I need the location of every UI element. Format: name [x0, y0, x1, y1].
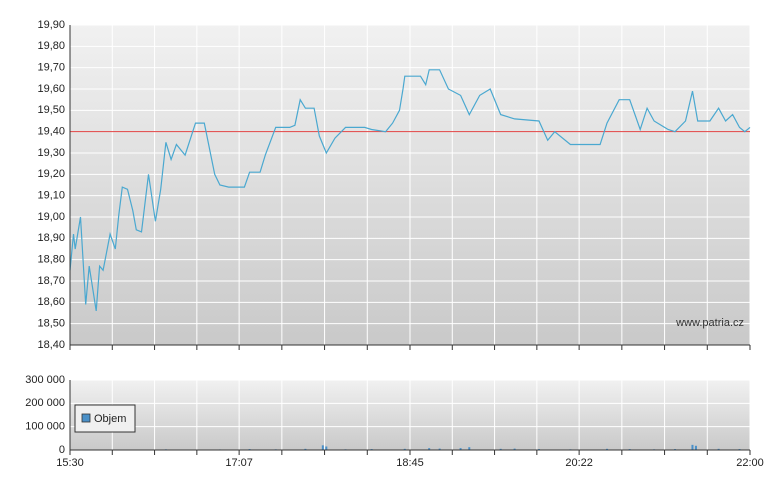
- y-tick-label: 19,10: [37, 190, 65, 202]
- x-tick-label: 15:30: [56, 457, 84, 469]
- volume-bar: [321, 445, 324, 450]
- volume-bar: [403, 448, 406, 450]
- y-tick-label: 18,60: [37, 296, 65, 308]
- y-tick-label: 19,90: [37, 19, 65, 31]
- y-tick-label: 19,80: [37, 40, 65, 52]
- volume-bar: [717, 448, 720, 450]
- volume-bar: [499, 448, 502, 450]
- y-tick-label: 19,70: [37, 62, 65, 74]
- volume-bar: [428, 448, 431, 450]
- x-tick-label: 17:07: [225, 457, 253, 469]
- volume-bar: [606, 448, 609, 450]
- y-tick-label: 18,80: [37, 254, 65, 266]
- y-tick-label: 19,40: [37, 126, 65, 138]
- y-tick-label: 200 000: [25, 397, 65, 409]
- y-tick-label: 18,70: [37, 275, 65, 287]
- volume-bar: [459, 448, 462, 450]
- y-tick-label: 300 000: [25, 374, 65, 386]
- y-tick-label: 19,50: [37, 104, 65, 116]
- x-tick-label: 18:45: [396, 457, 424, 469]
- y-tick-label: 18,90: [37, 232, 65, 244]
- volume-bar: [513, 448, 516, 450]
- volume-bar: [691, 444, 694, 450]
- y-tick-label: 19,60: [37, 83, 65, 95]
- y-tick-label: 100 000: [25, 421, 65, 433]
- x-tick-label: 22:00: [736, 457, 764, 469]
- volume-bar: [325, 446, 328, 450]
- x-tick-label: 20:22: [565, 457, 593, 469]
- y-tick-label: 19,00: [37, 211, 65, 223]
- volume-bar: [694, 445, 697, 450]
- volume-bar: [304, 448, 307, 450]
- price-line: [69, 69, 751, 311]
- y-tick-label: 19,20: [37, 168, 65, 180]
- legend-swatch: [81, 413, 91, 423]
- y-tick-label: 0: [59, 444, 65, 456]
- y-tick-label: 18,50: [37, 318, 65, 330]
- volume-bar: [468, 447, 471, 450]
- watermark: www.patria.cz: [675, 317, 744, 329]
- volume-bar: [438, 448, 441, 450]
- y-tick-label: 18,40: [37, 339, 65, 351]
- y-tick-label: 19,30: [37, 147, 65, 159]
- legend-label: Objem: [94, 413, 126, 425]
